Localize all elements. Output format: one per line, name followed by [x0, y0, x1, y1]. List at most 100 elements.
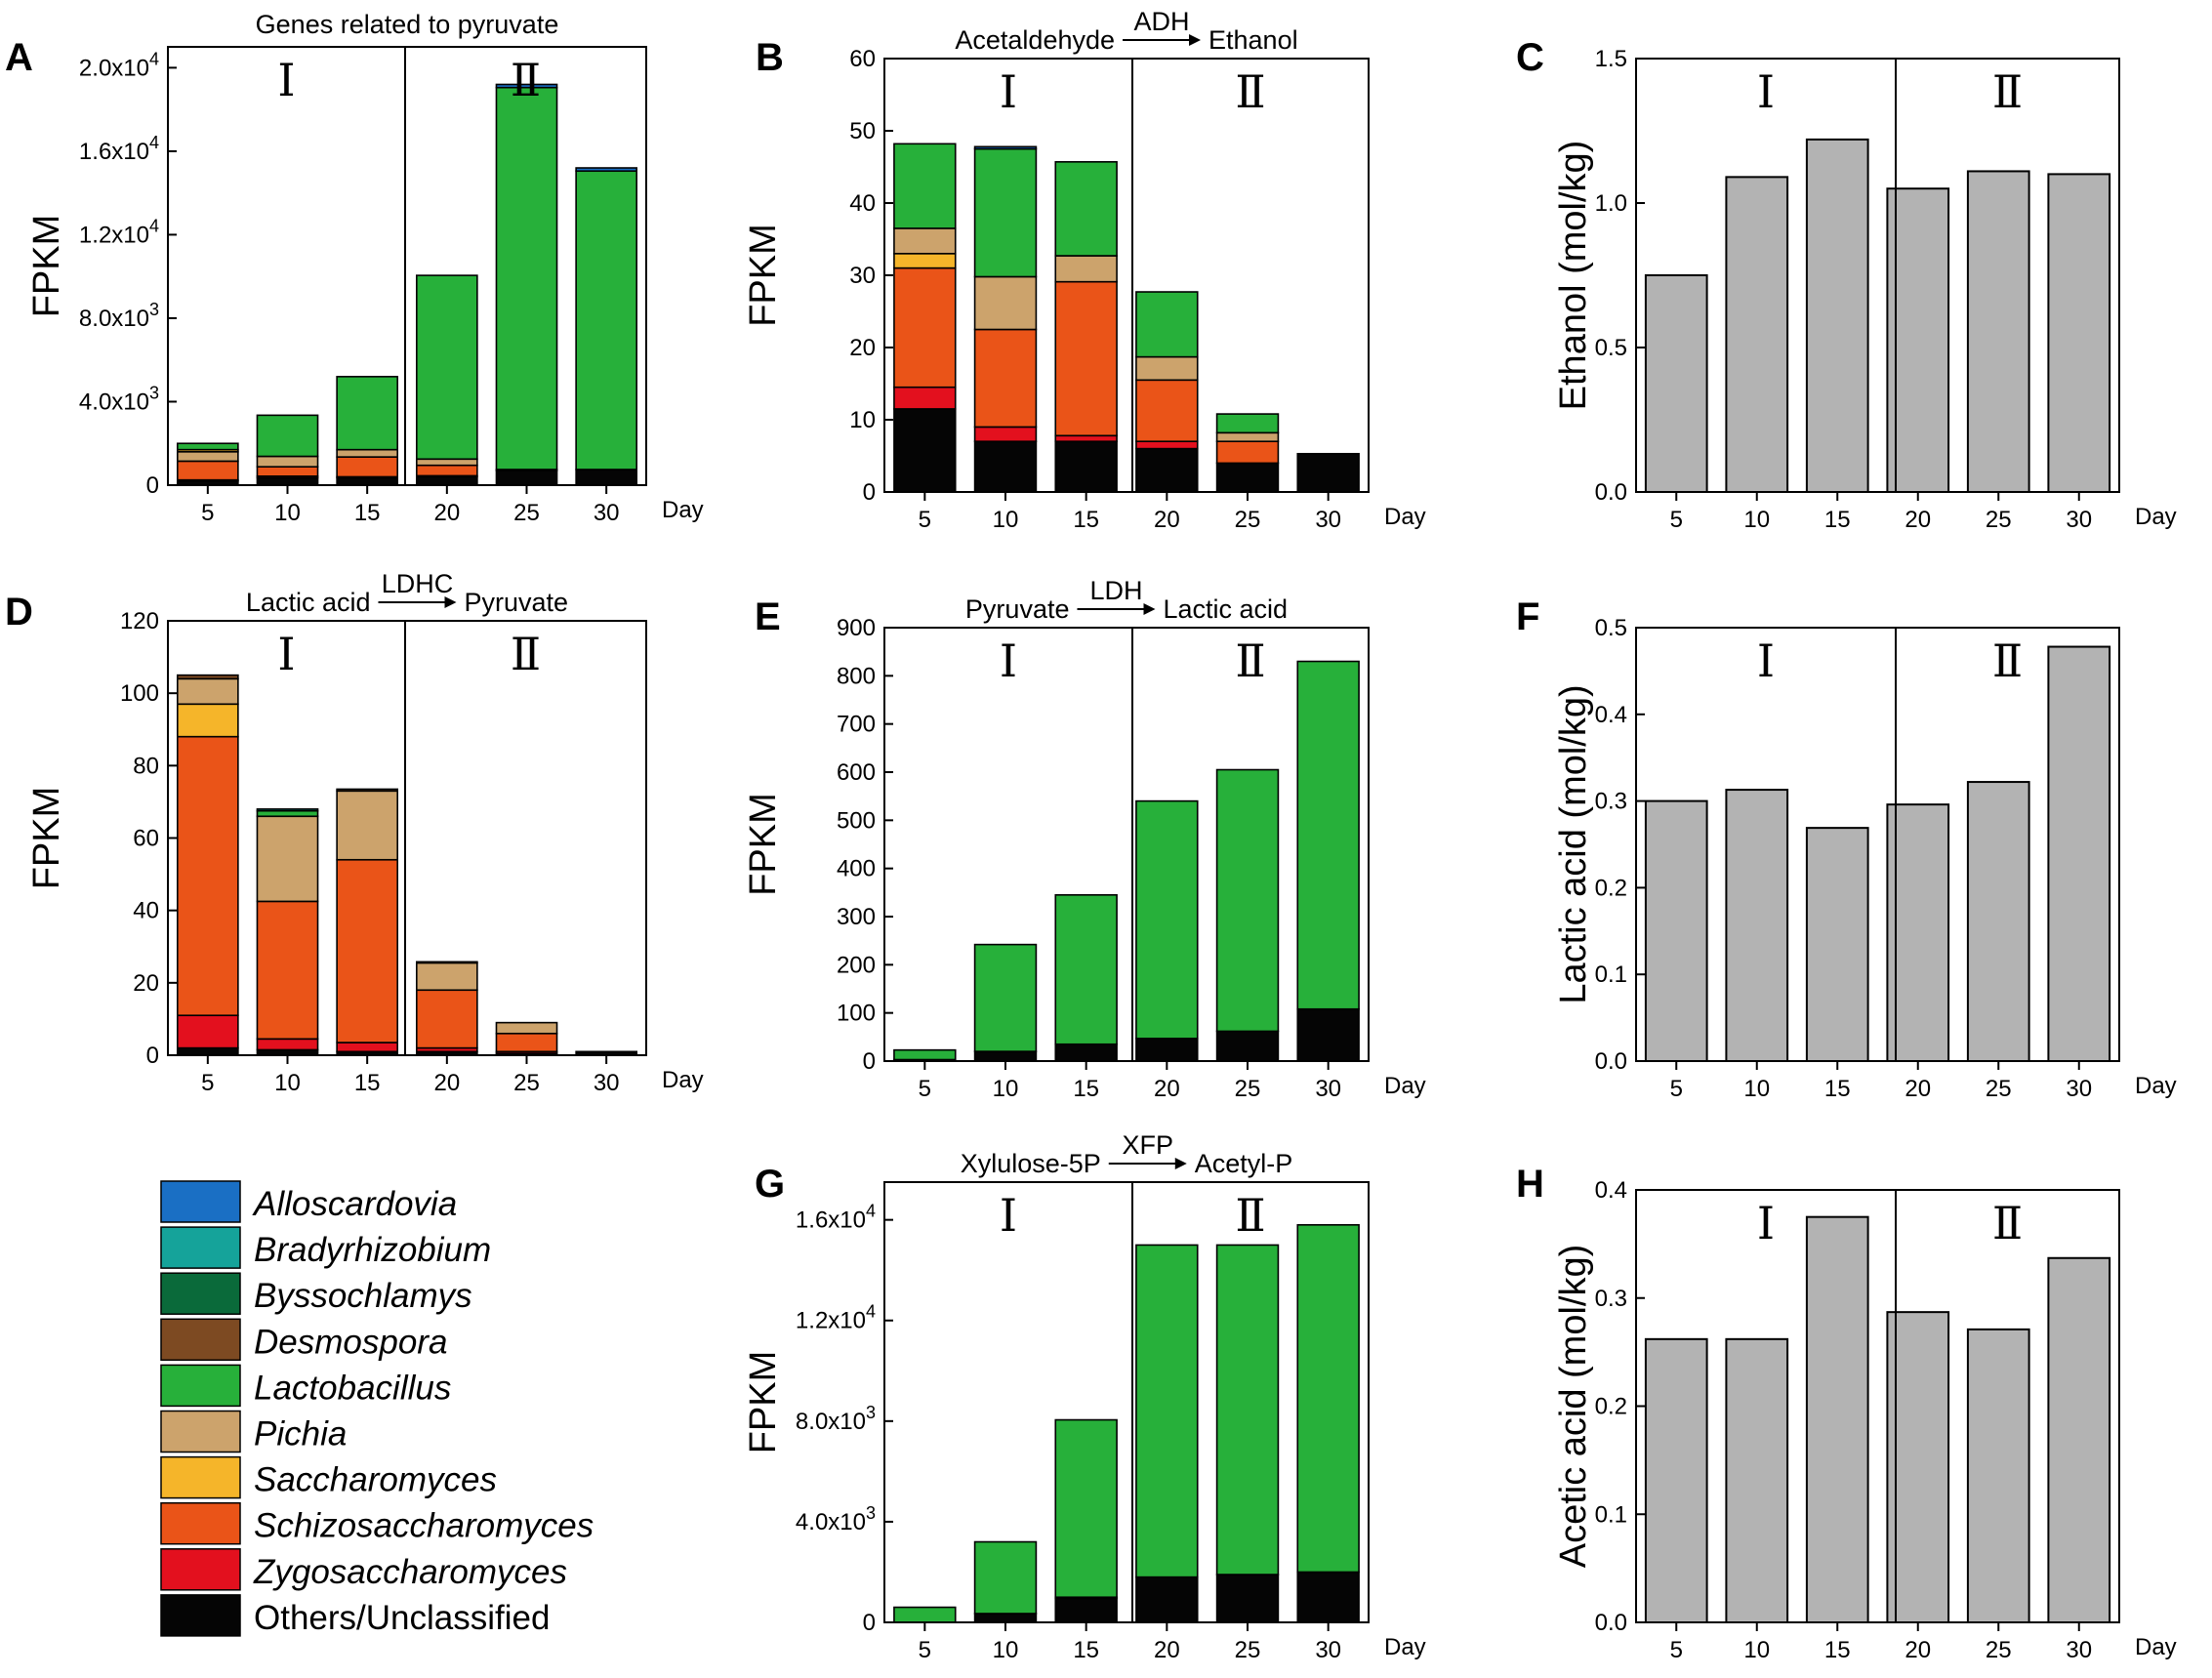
- legend-label: Desmospora: [254, 1323, 447, 1361]
- y-tick-label: 8.0x103: [79, 300, 159, 332]
- reaction-substrate: Xylulose-5P: [961, 1149, 1101, 1178]
- bar-segment: [1054, 280, 1118, 437]
- y-tick-label: 50: [849, 118, 876, 144]
- x-tick-label: 10: [274, 1070, 301, 1096]
- x-tick-label: 20: [1905, 1076, 1931, 1102]
- x-tick-label: 5: [1670, 1076, 1683, 1102]
- bar-segment: [177, 1014, 239, 1049]
- legend-label: Pichia: [254, 1415, 347, 1453]
- phase-label: Ⅰ: [1757, 67, 1775, 117]
- reaction-arrowhead: [444, 596, 457, 608]
- bar-segment: [495, 1032, 558, 1053]
- bar: [1805, 138, 1869, 493]
- bar-segment: [973, 943, 1038, 1052]
- chart-panel-b: B Ⅰ Ⅱ 0 10 20 30 40 50 60 5 10 15 20 25 30 Day FPKM Acetal…: [743, 7, 1426, 533]
- phase-label: Ⅱ: [511, 630, 541, 679]
- bar: [1644, 274, 1708, 493]
- bars: [893, 1224, 1360, 1623]
- bar: [1886, 803, 1950, 1062]
- bar-segment: [893, 408, 957, 493]
- bar-segment: [495, 1021, 558, 1035]
- x-tick-label: 10: [1743, 1076, 1770, 1102]
- bar-segment: [256, 900, 319, 1041]
- y-tick-label: 200: [837, 952, 876, 978]
- y-tick-label: 100: [120, 680, 159, 707]
- bar: [2047, 1256, 2111, 1623]
- bar-segment: [415, 464, 478, 477]
- reaction-substrate: Acetaldehyde: [955, 25, 1115, 55]
- y-tick-label: 0.0: [1595, 1610, 1627, 1636]
- x-tick-label: 15: [1073, 1076, 1099, 1102]
- bar-segment: [336, 790, 398, 861]
- y-tick-label: 40: [849, 190, 876, 217]
- legend-swatch: [160, 1548, 241, 1591]
- x-axis-title: Day: [2135, 1634, 2177, 1660]
- chart-panel-c: C Ⅰ Ⅱ 0.0 0.5 1.0 1.5 5 10 15 20 25 30 Day Ethanol (mo…: [1516, 36, 2177, 533]
- panel-label: D: [5, 591, 33, 634]
- bar-segment: [415, 962, 478, 992]
- reaction-enzyme: LDH: [1089, 576, 1142, 605]
- x-tick-label: 15: [1824, 1637, 1851, 1663]
- x-tick-label: 20: [1154, 1637, 1180, 1663]
- x-tick-label: 30: [1315, 1076, 1341, 1102]
- plot-frame: [167, 46, 647, 486]
- x-tick-label: 30: [594, 1070, 620, 1096]
- x-tick-label: 30: [1315, 507, 1341, 533]
- bar-segment: [1135, 379, 1199, 442]
- bar-segment: [893, 143, 957, 229]
- legend-swatch: [160, 1455, 241, 1499]
- bar: [1966, 170, 2030, 493]
- legend-item: Others/Unclassified: [160, 1594, 550, 1637]
- bar-segment: [1135, 799, 1199, 1040]
- y-tick-label: 0.5: [1595, 335, 1627, 361]
- bar: [1886, 187, 1950, 493]
- bar: [1805, 827, 1869, 1062]
- bar: [1725, 1337, 1789, 1623]
- x-tick-label: 5: [919, 1637, 931, 1663]
- phase-label: Ⅰ: [277, 56, 295, 105]
- bars: [1644, 1215, 2111, 1624]
- bar-segment: [1054, 1597, 1118, 1623]
- y-tick-label: 1.2x104: [796, 1302, 876, 1334]
- x-axis-title: Day: [2135, 1073, 2177, 1099]
- bar-segment: [973, 1613, 1038, 1623]
- y-tick-label: 0.0: [1595, 479, 1627, 506]
- x-tick-label: 5: [1670, 507, 1683, 533]
- y-tick-label: 400: [837, 856, 876, 882]
- legend-swatch: [160, 1180, 241, 1223]
- x-tick-label: 25: [1235, 507, 1261, 533]
- bar-segment: [336, 858, 398, 1044]
- panel-label: H: [1516, 1163, 1544, 1206]
- legend-swatch: [160, 1226, 241, 1269]
- bar-segment: [575, 469, 638, 486]
- reaction-product: Lactic acid: [1163, 594, 1288, 624]
- phase-label: Ⅱ: [1992, 636, 2023, 686]
- bars: [893, 143, 1360, 493]
- bar-segment: [256, 455, 319, 468]
- legend-swatch: [160, 1501, 241, 1545]
- y-tick-label: 30: [849, 263, 876, 289]
- bar-segment: [973, 440, 1038, 493]
- y-tick-label: 0: [146, 472, 159, 499]
- bar-segment: [893, 252, 957, 269]
- y-tick-label: 500: [837, 807, 876, 834]
- y-axis-title: FPKM: [743, 224, 784, 327]
- panel-label: B: [756, 36, 784, 79]
- bar-segment: [1135, 440, 1199, 450]
- panel-label: F: [1516, 595, 1539, 638]
- bar: [1805, 1215, 1869, 1623]
- y-tick-label: 0.5: [1595, 615, 1627, 641]
- y-tick-label: 0.4: [1595, 702, 1627, 728]
- x-tick-label: 20: [433, 1070, 460, 1096]
- legend-item: Desmospora: [160, 1318, 447, 1361]
- panel-label: E: [755, 595, 781, 638]
- bar-segment: [256, 414, 319, 458]
- bar-segment: [415, 274, 478, 461]
- legend-item: Bradyrhizobium: [160, 1226, 491, 1269]
- legend-item: Lactobacillus: [160, 1364, 451, 1407]
- phase-label: Ⅰ: [1000, 67, 1017, 117]
- legend-label: Others/Unclassified: [254, 1599, 550, 1637]
- bar-segment: [1215, 462, 1280, 493]
- phase-label: Ⅰ: [1757, 636, 1775, 686]
- phase-label: Ⅱ: [1235, 67, 1265, 117]
